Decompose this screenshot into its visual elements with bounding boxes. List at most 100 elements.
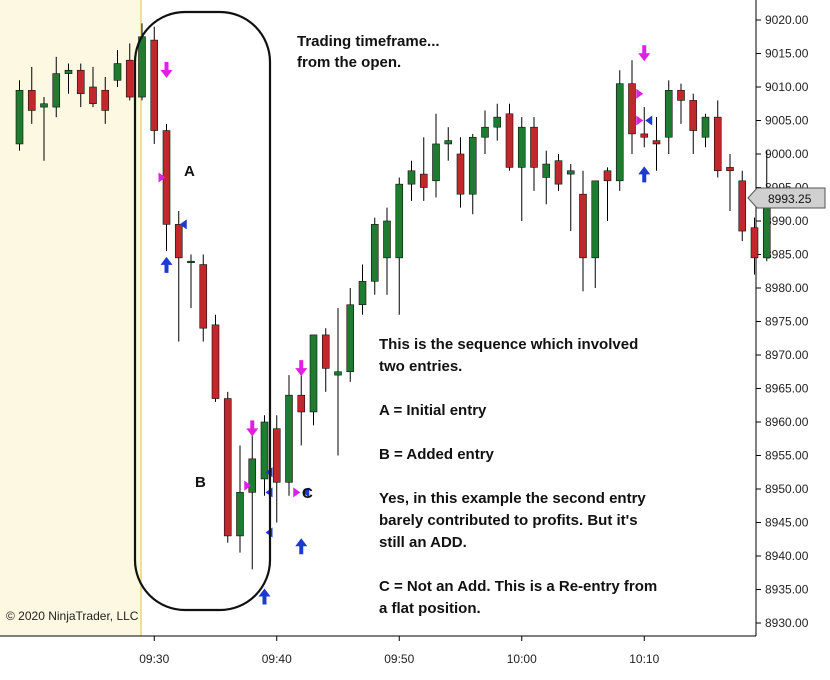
- candle: [640, 107, 649, 148]
- exit-triangle-marker: [645, 115, 653, 126]
- candle-body: [27, 90, 36, 111]
- candle: [346, 288, 355, 382]
- candle: [297, 371, 306, 446]
- y-tick-label: 9000.00: [765, 147, 809, 161]
- candle: [542, 150, 551, 205]
- candle-body: [530, 126, 538, 168]
- candle-body: [150, 39, 159, 131]
- candle-body: [628, 83, 636, 135]
- entry-triangle-marker: [636, 88, 644, 99]
- candle-body: [542, 163, 551, 178]
- candle: [603, 167, 612, 221]
- candle-body: [689, 100, 698, 131]
- candle-body: [677, 90, 685, 101]
- candle: [566, 164, 575, 232]
- explanation-line6: barely contributed to profits. But it's: [379, 512, 638, 529]
- annotation-title-line1: Trading timeframe...: [297, 33, 440, 50]
- candle: [468, 133, 477, 215]
- label-c: C: [302, 485, 313, 502]
- candle-body: [101, 90, 110, 111]
- y-tick-label: 8980.00: [765, 281, 809, 295]
- candle-body: [260, 421, 269, 480]
- candle-body: [113, 63, 122, 81]
- y-tick-label: 9005.00: [765, 114, 809, 128]
- explanation-line8: C = Not an Add. This is a Re-entry from: [379, 578, 657, 595]
- y-tick-label: 8985.00: [765, 248, 809, 262]
- candle: [554, 154, 563, 191]
- candle: [713, 100, 722, 178]
- candle: [664, 80, 673, 154]
- candle: [370, 217, 379, 295]
- candle: [517, 117, 526, 221]
- y-tick-label: 8945.00: [765, 516, 809, 530]
- candle-body: [40, 103, 48, 108]
- candle-body: [456, 153, 465, 195]
- candle-body: [285, 394, 293, 483]
- y-tick-label: 8975.00: [765, 315, 809, 329]
- x-tick-label: 09:30: [139, 652, 169, 666]
- exit-triangle-marker: [302, 487, 310, 498]
- candle-body: [187, 260, 195, 264]
- entry-triangle-marker: [636, 115, 644, 126]
- y-tick-label: 8935.00: [765, 583, 809, 597]
- candle-body: [444, 140, 453, 145]
- label-a: A: [184, 163, 195, 180]
- candle: [493, 103, 502, 141]
- price-axis: 9020.009015.009010.009005.009000.008995.…: [756, 13, 809, 630]
- candle-body: [493, 116, 502, 128]
- candle-body: [701, 116, 710, 138]
- current-price-tag: 8993.25: [747, 187, 826, 209]
- candle-body: [223, 398, 232, 537]
- sell-arrow-marker: [160, 61, 173, 78]
- candle: [101, 76, 110, 124]
- candle-body: [236, 492, 244, 537]
- candle-body: [652, 140, 661, 145]
- candle: [199, 254, 208, 342]
- time-axis: 09:30 09:40 09:50 10:00 10:10: [139, 636, 660, 666]
- buy-arrow-marker: [638, 166, 651, 183]
- candle: [456, 137, 465, 208]
- candle: [150, 26, 159, 144]
- candle: [530, 117, 538, 191]
- candle: [248, 432, 257, 570]
- candle: [738, 170, 747, 242]
- candle-body: [468, 136, 477, 195]
- candle: [628, 60, 636, 154]
- sell-arrow-marker: [638, 45, 651, 62]
- candle-body: [383, 220, 391, 259]
- candle-body: [603, 170, 612, 182]
- entry-triangle-marker: [244, 480, 252, 491]
- candle-body: [395, 183, 404, 259]
- x-tick-label: 09:50: [384, 652, 414, 666]
- candle-body: [713, 116, 722, 172]
- candle: [76, 63, 85, 108]
- candle: [334, 308, 342, 456]
- candle: [285, 375, 293, 496]
- candle: [444, 127, 453, 161]
- candle: [15, 80, 24, 151]
- candle-body: [334, 371, 342, 376]
- candle: [750, 217, 759, 275]
- explanation-line2: two entries.: [379, 358, 462, 375]
- candle-body: [346, 304, 355, 373]
- candle-body: [738, 180, 747, 232]
- y-tick-label: 8990.00: [765, 214, 809, 228]
- candle: [689, 93, 698, 154]
- candle: [505, 103, 514, 171]
- candle-body: [640, 133, 649, 138]
- candle: [615, 70, 624, 191]
- candle: [260, 415, 269, 496]
- y-tick-label: 8955.00: [765, 449, 809, 463]
- candle-body: [248, 458, 257, 493]
- candle-body: [591, 180, 600, 259]
- candle-body: [566, 170, 575, 175]
- buy-arrow-marker: [160, 256, 173, 273]
- candle-body: [432, 143, 440, 182]
- candle: [211, 314, 220, 402]
- current-price-label: 8993.25: [768, 192, 812, 206]
- candle-body: [615, 83, 624, 182]
- candle: [652, 117, 661, 171]
- sequence-highlight-box: [133, 10, 272, 612]
- candle: [236, 445, 244, 553]
